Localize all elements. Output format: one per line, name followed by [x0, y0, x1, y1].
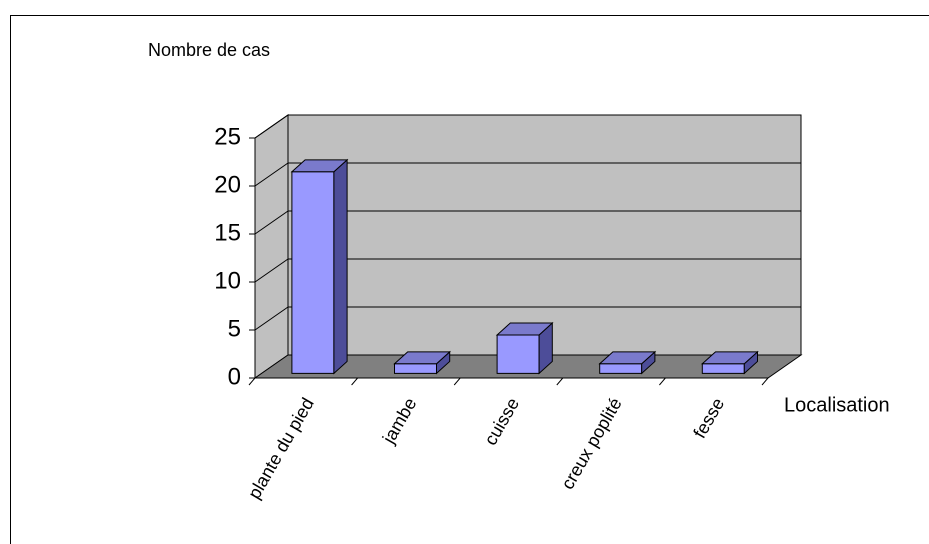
y-tick-label: 25	[214, 123, 241, 150]
grid-line-side	[254, 162, 289, 187]
grid-line-side	[254, 306, 289, 331]
bar	[598, 350, 657, 375]
bar	[495, 321, 554, 375]
side-wall	[254, 114, 289, 379]
bar-top	[701, 351, 759, 365]
x-tick	[453, 377, 461, 386]
x-tick	[659, 377, 666, 386]
grid-line-side	[254, 114, 289, 139]
x-axis-label: Localisation	[784, 394, 890, 416]
y-tick-label: 5	[228, 315, 241, 342]
bar-side	[333, 158, 348, 375]
bar-front	[496, 334, 540, 374]
y-tick-label: 15	[214, 219, 241, 246]
x-tick	[556, 377, 564, 386]
y-tick-label: 0	[228, 363, 241, 390]
bar	[393, 350, 451, 375]
bar-top	[393, 351, 451, 365]
y-axis-label: Nombre de cas	[148, 40, 270, 60]
y-tick-label: 20	[214, 171, 241, 198]
x-tick	[248, 377, 256, 386]
bar-front	[394, 363, 437, 374]
grid-line-side	[254, 258, 289, 283]
back-wall	[287, 114, 802, 356]
y-tick-label: 10	[214, 267, 241, 294]
grid-line-side	[254, 210, 289, 235]
bar-top	[290, 159, 349, 173]
bar-front	[291, 171, 335, 374]
bar-front	[599, 363, 643, 374]
bar-front	[701, 363, 745, 374]
bar-top	[495, 322, 554, 336]
bar	[701, 350, 759, 375]
bar	[290, 158, 349, 375]
bar-top	[598, 351, 657, 365]
x-tick	[761, 377, 769, 386]
x-tick	[351, 377, 358, 386]
